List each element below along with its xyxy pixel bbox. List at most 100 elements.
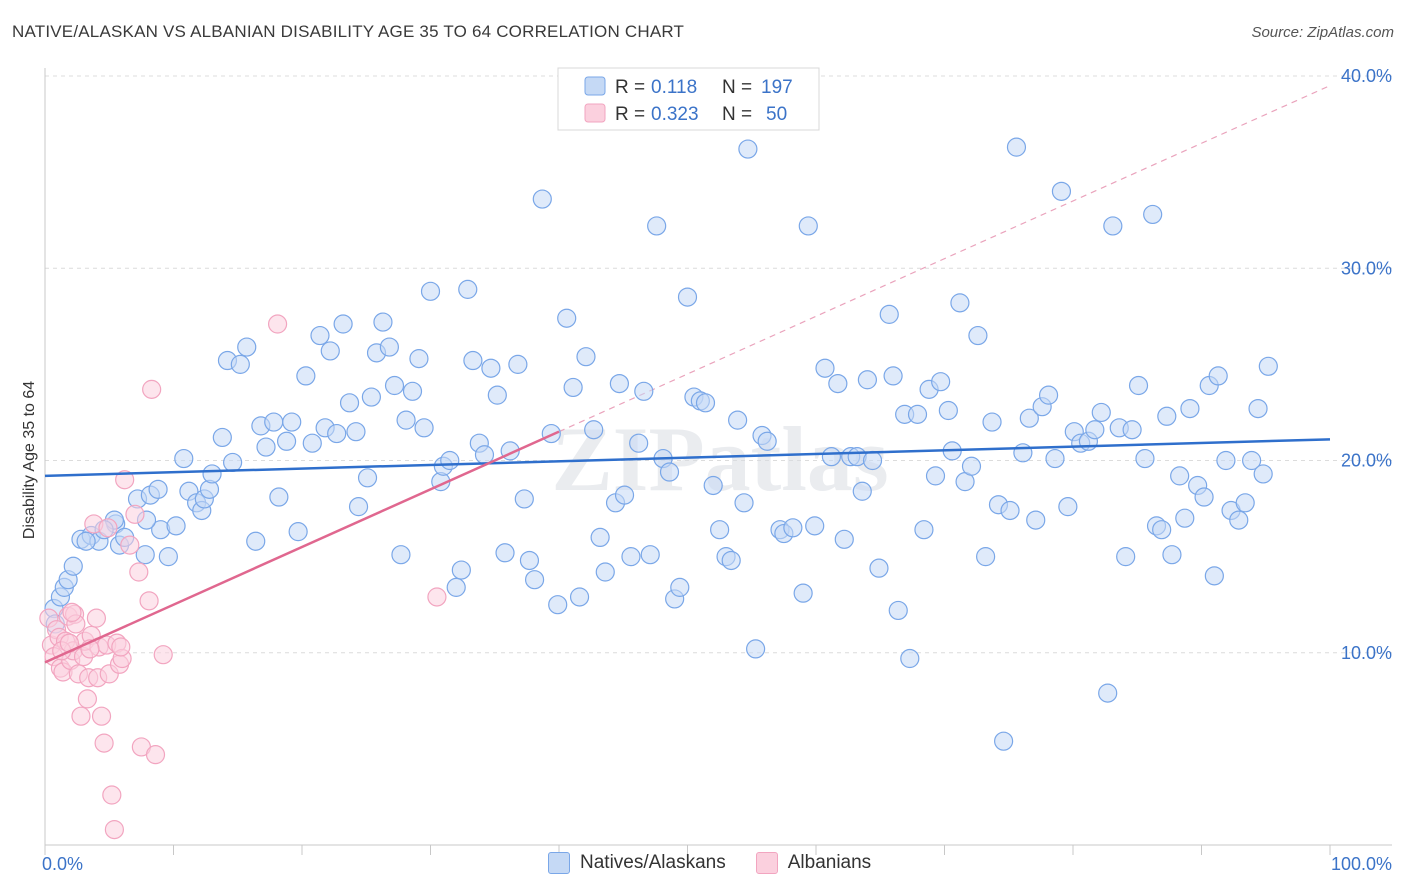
native-point: [1180, 398, 1200, 419]
native-point: [327, 423, 347, 444]
trend-lines: [44, 430, 1331, 664]
native-point: [961, 456, 982, 476]
native-point: [614, 485, 635, 505]
albanian-point: [98, 518, 118, 538]
albanian-point: [153, 645, 173, 665]
legend-label-albanians: Albanians: [787, 852, 872, 873]
legend-item-albanians: Albanians: [755, 852, 872, 874]
native-point: [793, 583, 813, 603]
native-point: [458, 279, 478, 299]
native-point: [519, 550, 540, 571]
native-point: [746, 639, 766, 659]
native-point: [1038, 385, 1059, 405]
native-point: [569, 587, 590, 607]
native-point: [1085, 420, 1105, 440]
native-point: [548, 595, 568, 615]
albanian-point: [115, 470, 135, 490]
native-point: [264, 412, 284, 432]
native-point: [76, 531, 96, 551]
legend-swatch-icon-natives: [548, 852, 570, 874]
native-point: [357, 468, 378, 488]
native-point: [361, 387, 381, 407]
native-point: [495, 543, 515, 563]
native-point: [1116, 547, 1136, 567]
native-point: [738, 139, 758, 159]
native-point: [288, 522, 308, 542]
y-tick-labels: 10.0% 20.0% 30.0% 40.0%: [1341, 66, 1392, 663]
native-point: [296, 366, 316, 386]
native-point: [348, 497, 369, 517]
legend-label-natives: Natives/Alaskans: [580, 852, 726, 873]
native-point: [557, 308, 577, 328]
native-point: [282, 412, 302, 432]
x-tick-labels: 0.0% 100.0%: [42, 854, 1392, 874]
native-point: [1122, 420, 1142, 440]
native-point: [883, 366, 903, 386]
albanian-point: [111, 637, 131, 657]
native-point: [815, 358, 835, 378]
native-point: [621, 547, 641, 567]
chart-title: NATIVE/ALASKAN VS ALBANIAN DISABILITY AG…: [12, 22, 685, 41]
native-point: [677, 287, 698, 307]
natives-trend-line: [44, 438, 1331, 478]
legend-n-value-1: 197: [761, 77, 793, 98]
native-point: [1157, 406, 1177, 426]
native-point: [590, 527, 610, 548]
natives-alaskans-points: [44, 137, 1278, 751]
legend-r-value-2: 0.323: [651, 104, 699, 125]
native-point: [862, 450, 883, 471]
native-point: [563, 377, 583, 398]
native-point: [1051, 181, 1072, 201]
native-point: [900, 648, 920, 669]
albanians-trend-extension: [558, 85, 1331, 433]
native-point: [734, 493, 754, 513]
native-point: [595, 562, 615, 582]
native-point: [821, 447, 842, 467]
native-point: [1208, 366, 1228, 386]
series-legend: Natives/Alaskans Albanians: [548, 852, 901, 874]
native-point: [931, 372, 951, 392]
albanian-point: [102, 785, 122, 805]
native-point: [409, 349, 429, 369]
native-point: [237, 337, 257, 357]
native-point: [451, 560, 471, 580]
native-point: [907, 404, 928, 424]
albanians-points: [39, 314, 447, 840]
native-point: [728, 410, 748, 430]
x-tick-label-max: 100.0%: [1331, 854, 1392, 874]
native-point: [1242, 450, 1262, 471]
albanian-point: [104, 820, 124, 840]
native-point: [1248, 398, 1268, 419]
native-point: [446, 577, 466, 597]
native-point: [695, 393, 716, 413]
y-tick-label-20: 20.0%: [1341, 451, 1392, 471]
legend-item-natives: Natives/Alaskans: [548, 852, 726, 874]
native-point: [212, 427, 232, 448]
native-point: [852, 481, 872, 501]
native-point: [276, 431, 297, 451]
x-tick-label-min: 0.0%: [42, 854, 83, 874]
albanians-trend-line: [44, 430, 560, 664]
native-point: [346, 422, 366, 442]
y-tick-label-10: 10.0%: [1341, 643, 1392, 663]
native-point: [1152, 520, 1172, 540]
native-point: [402, 381, 423, 401]
native-point: [514, 489, 534, 509]
legend-swatch-natives: [584, 76, 606, 96]
native-point: [148, 479, 168, 499]
native-point: [396, 410, 416, 430]
native-point: [879, 304, 899, 324]
native-point: [1006, 137, 1027, 157]
native-point: [487, 385, 507, 405]
source-label: Source: ZipAtlas.com: [1251, 24, 1394, 41]
native-point: [1258, 356, 1278, 376]
native-point: [1194, 487, 1214, 507]
native-point: [230, 354, 250, 374]
albanian-point: [77, 689, 98, 709]
native-point: [1162, 545, 1182, 565]
native-point: [721, 550, 741, 571]
albanian-point: [427, 587, 447, 607]
native-point: [634, 381, 654, 401]
legend-r-value-1: 0.118: [651, 77, 697, 98]
